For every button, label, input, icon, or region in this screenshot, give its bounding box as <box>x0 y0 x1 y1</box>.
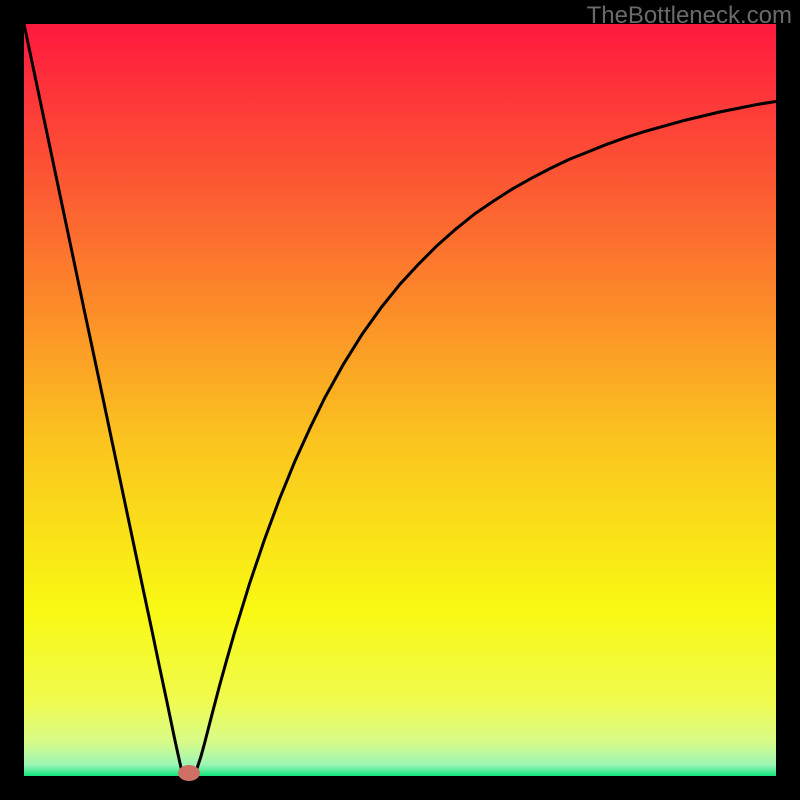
min-point-marker <box>178 765 200 781</box>
bottleneck-curve <box>24 24 776 773</box>
figure-root: TheBottleneck.com <box>0 0 800 800</box>
plot-area <box>24 24 776 776</box>
curve-layer <box>24 24 776 776</box>
watermark-text: TheBottleneck.com <box>587 2 792 30</box>
